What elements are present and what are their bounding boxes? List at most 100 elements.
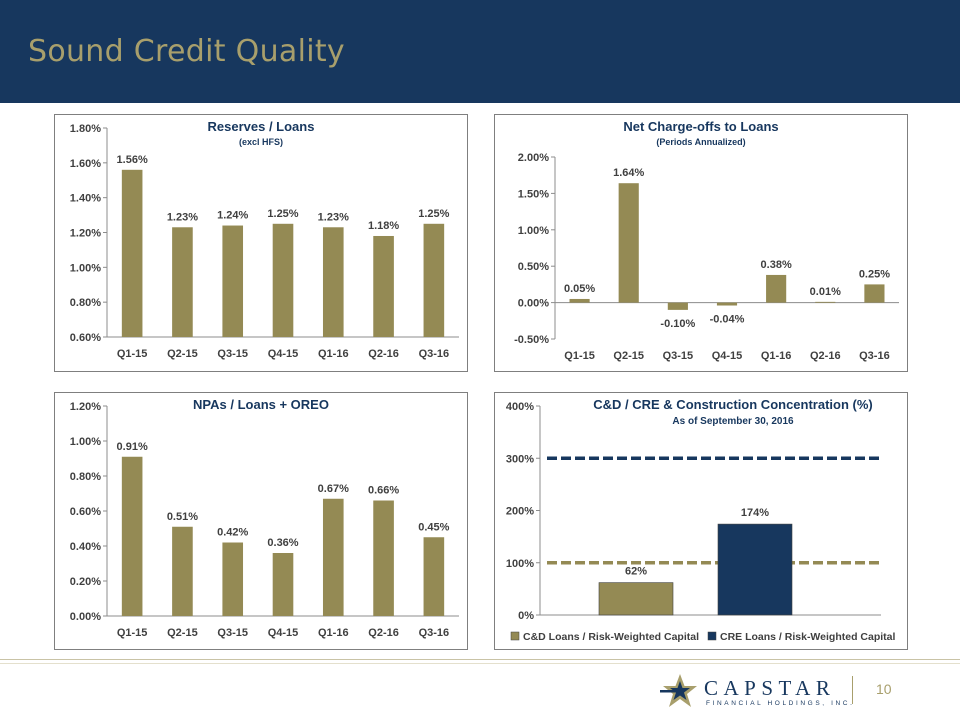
legend-label: C&D Loans / Risk-Weighted Capital <box>523 631 699 643</box>
y-tick-label: 1.80% <box>70 123 101 135</box>
y-tick-label: 0.00% <box>70 611 101 623</box>
reserves-loans-chart: Reserves / Loans (excl HFS) 0.60% 0.80% 1.00… <box>54 114 468 372</box>
bar <box>864 284 885 303</box>
data-label: -0.04% <box>710 314 745 326</box>
data-label: 1.25% <box>267 208 298 220</box>
y-tick-label: 1.50% <box>518 188 549 200</box>
y-tick-label: 400% <box>506 401 534 413</box>
reserves-loans-plot: Reserves / Loans (excl HFS) 0.60% 0.80% 1.00… <box>70 119 459 360</box>
bar <box>373 235 394 337</box>
y-tick-label: 1.00% <box>518 225 549 237</box>
data-label: 1.25% <box>418 208 449 220</box>
legend-label: CRE Loans / Risk-Weighted Capital <box>720 631 895 643</box>
npas-loans-oreo-chart: NPAs / Loans + OREO 0.00% 0.20% 0.40% 0.60% 0… <box>54 392 468 650</box>
data-label: 1.56% <box>117 154 148 166</box>
chart-title: C&D / CRE & Construction Concentration (… <box>593 397 873 412</box>
page-title: Sound Credit Quality <box>28 34 345 69</box>
x-tick-label: Q4-15 <box>712 350 743 362</box>
x-tick-label: Q3-15 <box>663 350 694 362</box>
data-label: 1.24% <box>217 210 248 222</box>
x-tick-label: Q3-15 <box>217 627 248 639</box>
bar <box>618 183 639 303</box>
y-tick-label: 1.00% <box>70 262 101 274</box>
y-tick-label: 1.40% <box>70 193 101 205</box>
logo-separator <box>852 676 853 704</box>
x-tick-label: Q1-16 <box>761 350 792 362</box>
x-tick-label: Q2-16 <box>810 350 841 362</box>
data-label: -0.10% <box>660 318 695 330</box>
x-tick-label: Q1-15 <box>117 627 148 639</box>
bar <box>373 500 394 616</box>
chart-subtitle: (excl HFS) <box>239 137 283 147</box>
x-tick-label: Q4-15 <box>268 627 299 639</box>
logo-subtitle: FINANCIAL HOLDINGS, INC. <box>706 700 855 707</box>
y-tick-label: 0.80% <box>70 471 101 483</box>
data-label: 0.38% <box>761 259 792 271</box>
page-number: 10 <box>876 681 892 697</box>
npas-loans-oreo-plot: NPAs / Loans + OREO 0.00% 0.20% 0.40% 0.60% 0… <box>70 397 459 639</box>
x-tick-label: Q4-15 <box>268 348 299 360</box>
y-tick-label: 0.50% <box>518 261 549 273</box>
bar <box>172 227 193 337</box>
y-tick-label: 0.80% <box>70 297 101 309</box>
capstar-logo: CAPSTAR FINANCIAL HOLDINGS, INC. <box>660 672 860 712</box>
y-tick-label: 0.60% <box>70 506 101 518</box>
x-tick-label: Q1-15 <box>117 348 148 360</box>
data-label: 0.66% <box>368 485 399 497</box>
x-tick-label: Q2-15 <box>613 350 644 362</box>
data-label: 0.25% <box>859 268 890 280</box>
data-label: 0.36% <box>267 537 298 549</box>
x-tick-label: Q3-16 <box>419 627 450 639</box>
x-tick-label: Q1-15 <box>564 350 595 362</box>
data-label: 0.45% <box>418 521 449 533</box>
legend-swatch <box>510 631 520 641</box>
legend-swatch <box>707 631 717 641</box>
bar <box>423 223 445 337</box>
x-tick-label: Q3-16 <box>859 350 890 362</box>
chart-title: Reserves / Loans <box>208 119 315 134</box>
data-label: 0.05% <box>564 283 595 295</box>
data-label: 0.67% <box>318 483 349 495</box>
data-label: 0.42% <box>217 527 248 539</box>
bar <box>598 582 674 616</box>
y-tick-label: 1.00% <box>70 436 101 448</box>
data-label: 1.23% <box>318 211 349 223</box>
chart-title: NPAs / Loans + OREO <box>193 397 329 412</box>
bar <box>569 298 590 303</box>
data-label: 1.64% <box>613 167 644 179</box>
footer-divider <box>0 659 960 660</box>
bar <box>121 456 143 616</box>
data-label: 174% <box>741 507 769 519</box>
y-tick-label: 1.20% <box>70 228 101 240</box>
bar <box>322 227 344 337</box>
bar <box>717 523 793 616</box>
bar <box>172 526 193 616</box>
bar <box>322 498 344 616</box>
data-label: 0.51% <box>167 511 198 523</box>
x-tick-label: Q2-16 <box>368 627 399 639</box>
x-tick-label: Q1-16 <box>318 627 349 639</box>
logo-wordmark: CAPSTAR <box>704 676 836 700</box>
concentration-chart: C&D / CRE & Construction Concentration (… <box>494 392 908 650</box>
bar <box>121 169 143 337</box>
data-label: 0.91% <box>117 441 148 453</box>
bar <box>716 302 738 306</box>
capstar-star-icon <box>660 674 697 707</box>
chart-subtitle: (Periods Annualized) <box>656 137 745 147</box>
bar <box>272 553 294 616</box>
bar <box>272 223 294 337</box>
data-label: 62% <box>625 566 647 578</box>
y-tick-label: 0% <box>518 610 534 622</box>
net-chargeoffs-chart: Net Charge-offs to Loans (Periods Annuali… <box>494 114 908 372</box>
bar <box>222 225 244 337</box>
y-tick-label: 1.60% <box>70 158 101 170</box>
net-chargeoffs-plot: Net Charge-offs to Loans (Periods Annuali… <box>514 119 899 362</box>
y-tick-label: 2.00% <box>518 152 549 164</box>
data-label: 0.01% <box>810 286 841 298</box>
y-tick-label: 0.20% <box>70 576 101 588</box>
x-tick-label: Q2-15 <box>167 348 198 360</box>
chart-subtitle: As of September 30, 2016 <box>672 416 794 427</box>
bar <box>667 302 688 310</box>
y-tick-label: 300% <box>506 453 534 465</box>
footer-divider-thin <box>0 663 960 664</box>
